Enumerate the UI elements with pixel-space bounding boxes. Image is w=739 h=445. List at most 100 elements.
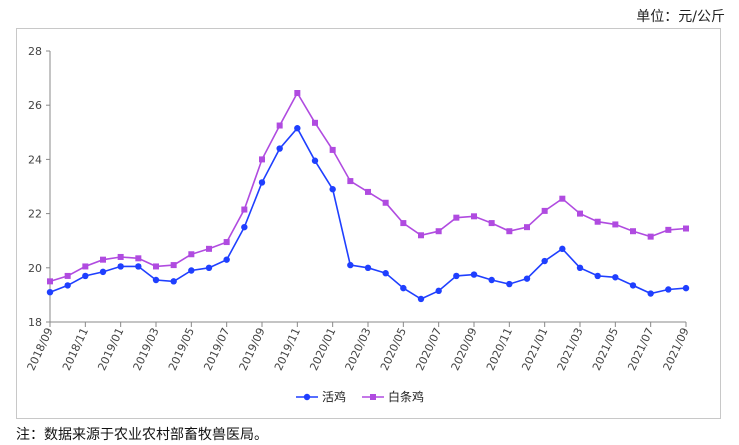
data-point-square <box>471 213 477 220</box>
data-point-square <box>276 122 283 129</box>
y-tick-label: 28 <box>28 45 42 58</box>
data-point-circle <box>629 282 637 289</box>
y-tick-label: 22 <box>28 208 42 221</box>
x-tick-label: 2019/05 <box>166 326 197 373</box>
chart-series-points <box>46 90 690 303</box>
data-point-square <box>683 225 689 232</box>
data-point-square <box>206 245 212 252</box>
x-tick-label: 2020/05 <box>378 326 409 373</box>
data-point-square <box>630 228 636 235</box>
data-point-circle <box>400 284 407 292</box>
x-tick-label: 2019/07 <box>201 326 232 373</box>
x-tick-label: 2019/09 <box>237 326 268 373</box>
data-point-square <box>382 199 389 206</box>
data-point-circle <box>294 125 301 132</box>
legend-marker-square <box>370 394 376 400</box>
data-point-circle <box>594 272 601 280</box>
x-tick-label: 2020/11 <box>484 326 515 373</box>
data-point-square <box>64 272 71 279</box>
chart-frame <box>16 28 721 419</box>
data-point-square <box>170 262 177 269</box>
data-point-circle <box>523 275 531 282</box>
y-tick-label: 20 <box>28 262 42 275</box>
data-point-circle <box>665 286 672 293</box>
y-tick-label: 18 <box>28 316 42 329</box>
data-point-circle <box>488 276 495 284</box>
data-point-circle <box>152 276 160 284</box>
data-point-circle <box>258 179 266 186</box>
data-point-square <box>82 263 89 270</box>
data-point-circle <box>329 186 336 193</box>
data-point-circle <box>612 274 619 281</box>
series-line-2 <box>49 91 687 283</box>
x-tick-label: 2021/07 <box>625 326 656 373</box>
x-tick-label: 2020/01 <box>307 326 338 373</box>
data-point-circle <box>435 287 442 295</box>
data-point-circle <box>382 270 389 277</box>
x-tick-label: 2019/01 <box>95 326 126 373</box>
data-point-circle <box>205 264 213 271</box>
data-point-square <box>135 255 142 262</box>
data-point-circle <box>311 157 319 164</box>
data-point-square <box>400 220 407 227</box>
data-point-circle <box>647 290 654 297</box>
data-point-square <box>506 228 513 235</box>
data-point-square <box>117 253 124 260</box>
data-point-circle <box>682 284 690 292</box>
data-point-circle <box>347 261 354 269</box>
data-point-square <box>329 146 336 153</box>
data-point-square <box>647 233 654 240</box>
chart-legend: 活鸡 白条鸡 <box>296 389 424 404</box>
data-point-circle <box>223 256 230 263</box>
data-point-square <box>347 178 354 185</box>
data-point-circle <box>117 263 124 270</box>
data-point-square <box>241 206 248 213</box>
data-point-square <box>665 226 672 233</box>
data-point-square <box>294 90 301 97</box>
data-point-square <box>100 256 106 263</box>
y-tick-label: 24 <box>28 153 42 166</box>
unit-label: 单位：元/公斤 <box>636 9 725 25</box>
data-point-circle <box>276 145 283 152</box>
data-point-circle <box>559 245 566 253</box>
x-tick-label: 2019/03 <box>131 326 162 373</box>
chart-tick-labels: 18 20 22 24 26 28 2018/09 2018/11 2019/01 2019/03… <box>25 45 692 373</box>
x-tick-label: 2021/03 <box>555 326 586 373</box>
data-point-circle <box>64 282 71 289</box>
data-point-square <box>418 232 424 239</box>
data-point-square <box>559 195 566 202</box>
data-point-circle <box>170 278 177 285</box>
data-point-circle <box>82 272 89 280</box>
data-point-square <box>594 218 601 225</box>
legend-label: 白条鸡 <box>388 389 424 404</box>
data-point-square <box>612 221 619 228</box>
data-point-circle <box>364 264 372 271</box>
data-point-circle <box>506 280 513 288</box>
legend-label: 活鸡 <box>322 389 346 404</box>
chart-axes <box>46 50 687 327</box>
data-point-square <box>223 239 230 246</box>
source-note: 注：数据来源于农业农村部畜牧兽医局。 <box>16 427 268 443</box>
x-tick-label: 2019/11 <box>272 326 303 373</box>
data-point-circle <box>46 288 54 296</box>
data-point-circle <box>417 295 425 303</box>
data-point-square <box>188 251 195 258</box>
data-point-square <box>435 228 442 235</box>
data-point-square <box>365 188 371 195</box>
data-point-square <box>488 220 495 227</box>
data-point-circle <box>576 264 584 271</box>
data-point-circle <box>241 223 248 231</box>
data-point-square <box>153 263 159 270</box>
y-tick-label: 26 <box>28 99 42 112</box>
data-point-circle <box>188 267 195 274</box>
data-point-circle <box>541 257 548 265</box>
x-tick-label: 2020/09 <box>449 326 480 373</box>
x-tick-label: 2021/09 <box>661 326 692 373</box>
data-point-square <box>47 278 53 285</box>
x-tick-label: 2020/03 <box>343 326 374 373</box>
data-point-circle <box>453 272 460 280</box>
data-point-square <box>453 214 460 221</box>
data-point-circle <box>135 263 142 270</box>
data-point-circle <box>99 268 107 276</box>
x-tick-label: 2018/11 <box>60 326 91 373</box>
